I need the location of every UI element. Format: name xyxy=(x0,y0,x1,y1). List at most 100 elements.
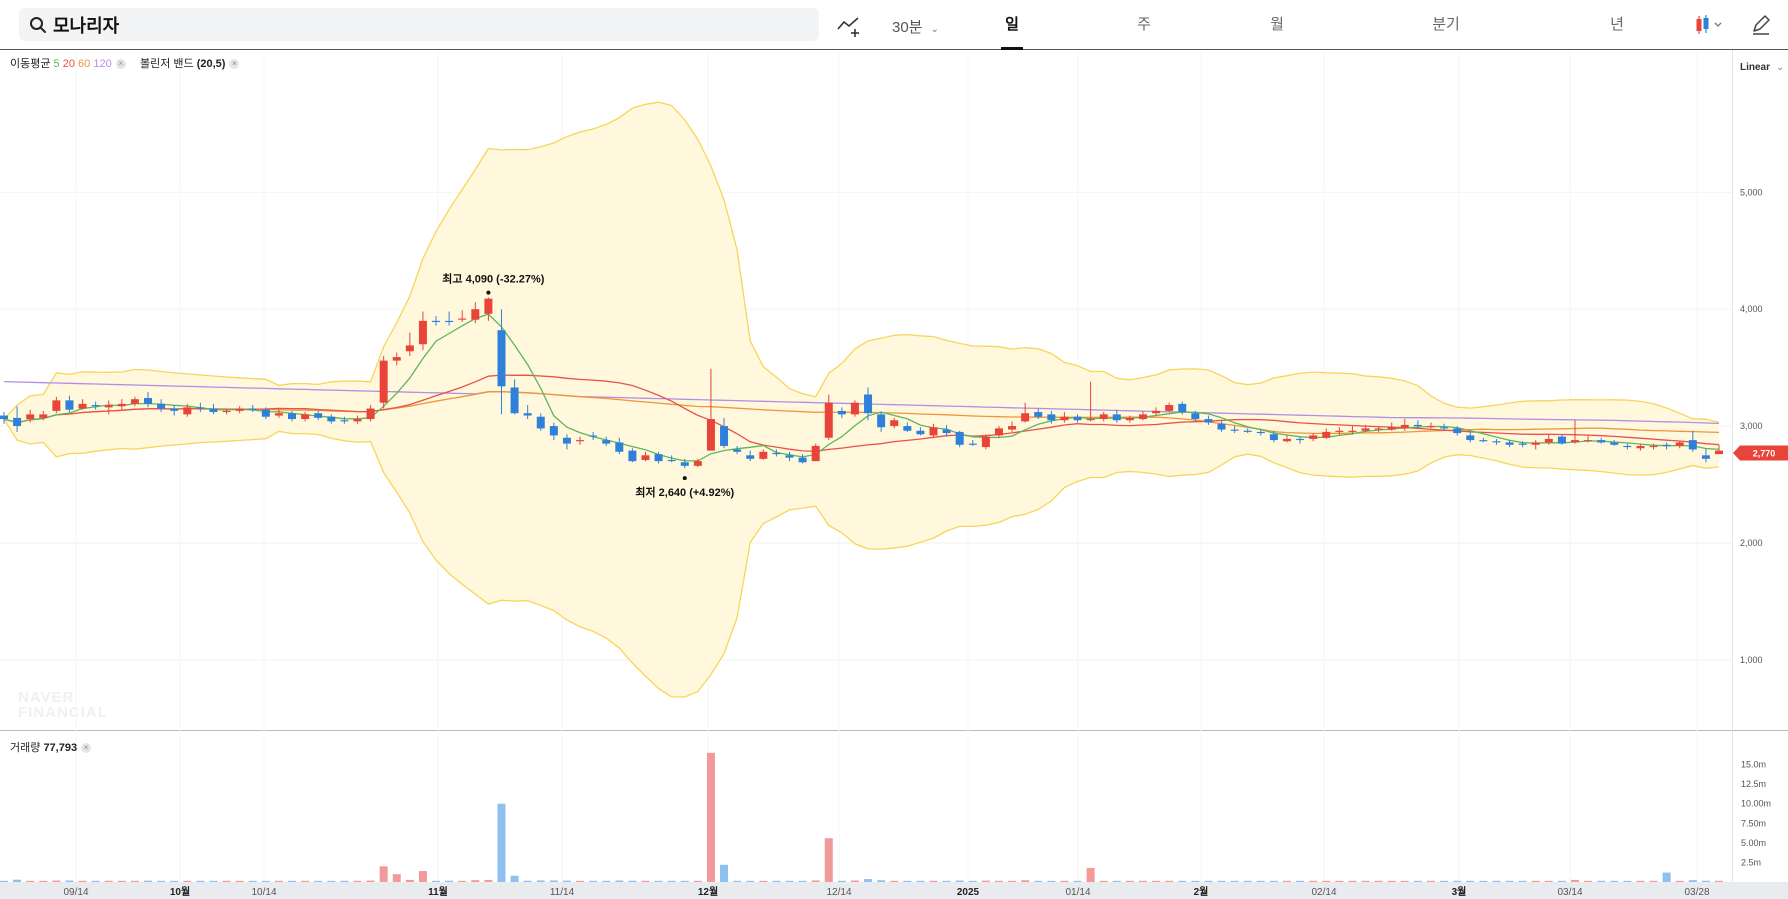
candle-body[interactable] xyxy=(942,429,951,434)
candle-body[interactable] xyxy=(117,403,126,407)
candle-body[interactable] xyxy=(824,402,833,438)
volume-bar[interactable] xyxy=(850,880,859,882)
volume-bar[interactable] xyxy=(1649,880,1658,882)
candle-body[interactable] xyxy=(1400,424,1409,429)
volume-bar[interactable] xyxy=(772,880,781,882)
candle-body[interactable] xyxy=(1649,445,1658,448)
candle-body[interactable] xyxy=(196,407,205,409)
candle-body[interactable] xyxy=(1518,443,1527,445)
tab-week[interactable]: 주 xyxy=(1137,16,1151,33)
candle-body[interactable] xyxy=(170,408,179,411)
pencil-icon[interactable] xyxy=(1748,12,1774,38)
volume-bar[interactable] xyxy=(222,880,231,882)
candle-body[interactable] xyxy=(1230,429,1239,431)
candle-body[interactable] xyxy=(523,413,532,416)
volume-bar[interactable] xyxy=(1623,880,1632,882)
candle-body[interactable] xyxy=(602,440,611,444)
volume-bar[interactable] xyxy=(1099,880,1108,882)
candle-body[interactable] xyxy=(994,428,1003,436)
volume-bar[interactable] xyxy=(1204,880,1213,882)
volume-bar[interactable] xyxy=(693,880,702,882)
candle-body[interactable] xyxy=(1387,427,1396,430)
volume-bar[interactable] xyxy=(1073,880,1082,882)
volume-bar[interactable] xyxy=(759,880,768,882)
volume-bar[interactable] xyxy=(445,880,454,882)
volume-bar[interactable] xyxy=(680,880,689,882)
volume-bar[interactable] xyxy=(209,880,218,882)
candle-body[interactable] xyxy=(837,410,846,415)
volume-bar[interactable] xyxy=(170,880,179,882)
candle-body[interactable] xyxy=(759,451,768,459)
volume-bar[interactable] xyxy=(1165,880,1174,882)
volume-bar[interactable] xyxy=(576,880,585,882)
volume-bar[interactable] xyxy=(1505,880,1514,882)
candle-body[interactable] xyxy=(209,408,218,413)
candle-body[interactable] xyxy=(432,320,441,323)
candle-body[interactable] xyxy=(458,318,467,320)
candle-body[interactable] xyxy=(78,403,87,409)
search-box[interactable] xyxy=(19,8,819,41)
volume-bar[interactable] xyxy=(13,879,22,882)
candle-body[interactable] xyxy=(746,455,755,459)
candle-body[interactable] xyxy=(288,413,297,420)
interval-select[interactable]: 30분 ⌄ xyxy=(892,16,939,37)
volume-bar[interactable] xyxy=(929,880,938,882)
volume-bar[interactable] xyxy=(418,871,427,882)
candle-body[interactable] xyxy=(144,398,153,404)
volume-bar[interactable] xyxy=(890,880,899,882)
volume-bar[interactable] xyxy=(1662,872,1671,882)
candle-body[interactable] xyxy=(510,387,519,414)
volume-bar[interactable] xyxy=(1282,880,1291,882)
volume-bar[interactable] xyxy=(130,880,139,882)
candle-body[interactable] xyxy=(1309,435,1318,439)
volume-bar[interactable] xyxy=(720,864,729,882)
volume-bar[interactable] xyxy=(1636,880,1645,882)
candle-body[interactable] xyxy=(418,320,427,345)
candle-body[interactable] xyxy=(1322,431,1331,438)
volume-bar[interactable] xyxy=(1453,880,1462,882)
volume-bar[interactable] xyxy=(52,880,61,882)
candle-body[interactable] xyxy=(589,435,598,437)
candle-body[interactable] xyxy=(1165,405,1174,411)
candle-body[interactable] xyxy=(274,413,283,416)
candle-body[interactable] xyxy=(340,420,349,422)
close-icon[interactable]: × xyxy=(81,743,92,753)
volume-bar[interactable] xyxy=(523,880,532,882)
volume-bar[interactable] xyxy=(1688,880,1697,882)
volume-bar[interactable] xyxy=(654,880,663,882)
volume-bar[interactable] xyxy=(955,880,964,882)
volume-bar[interactable] xyxy=(1178,880,1187,882)
candle-body[interactable] xyxy=(1217,423,1226,430)
candle-body[interactable] xyxy=(1112,414,1121,421)
candle-body[interactable] xyxy=(497,330,506,387)
candle-body[interactable] xyxy=(1296,438,1305,441)
search-input[interactable] xyxy=(53,8,793,41)
search-icon[interactable] xyxy=(29,16,47,34)
candle-body[interactable] xyxy=(549,426,558,436)
candle-body[interactable] xyxy=(1374,428,1383,430)
candle-body[interactable] xyxy=(1570,440,1579,443)
candle-body[interactable] xyxy=(1557,436,1566,444)
candle-body[interactable] xyxy=(261,409,270,417)
volume-bar[interactable] xyxy=(1348,880,1357,882)
volume-bar[interactable] xyxy=(1675,880,1684,882)
volume-bar[interactable] xyxy=(615,880,624,882)
candle-body[interactable] xyxy=(1243,430,1252,432)
volume-bar[interactable] xyxy=(1335,880,1344,882)
candle-body[interactable] xyxy=(1178,403,1187,413)
candle-body[interactable] xyxy=(1256,431,1265,434)
candle-body[interactable] xyxy=(720,426,729,446)
volume-bar[interactable] xyxy=(1309,880,1318,882)
candle-body[interactable] xyxy=(26,414,35,420)
volume-bar[interactable] xyxy=(104,880,113,882)
candle-body[interactable] xyxy=(1675,442,1684,446)
bollinger-legend[interactable]: 볼린저 밴드 (20,5) × xyxy=(140,57,240,71)
candle-body[interactable] xyxy=(1335,430,1344,432)
candle-body[interactable] xyxy=(1440,427,1449,429)
volume-bar[interactable] xyxy=(1426,880,1435,882)
volume-bar[interactable] xyxy=(549,880,558,882)
candle-body[interactable] xyxy=(785,455,794,458)
volume-bar[interactable] xyxy=(785,880,794,882)
volume-bar[interactable] xyxy=(864,879,873,882)
volume-bar[interactable] xyxy=(1570,879,1579,882)
